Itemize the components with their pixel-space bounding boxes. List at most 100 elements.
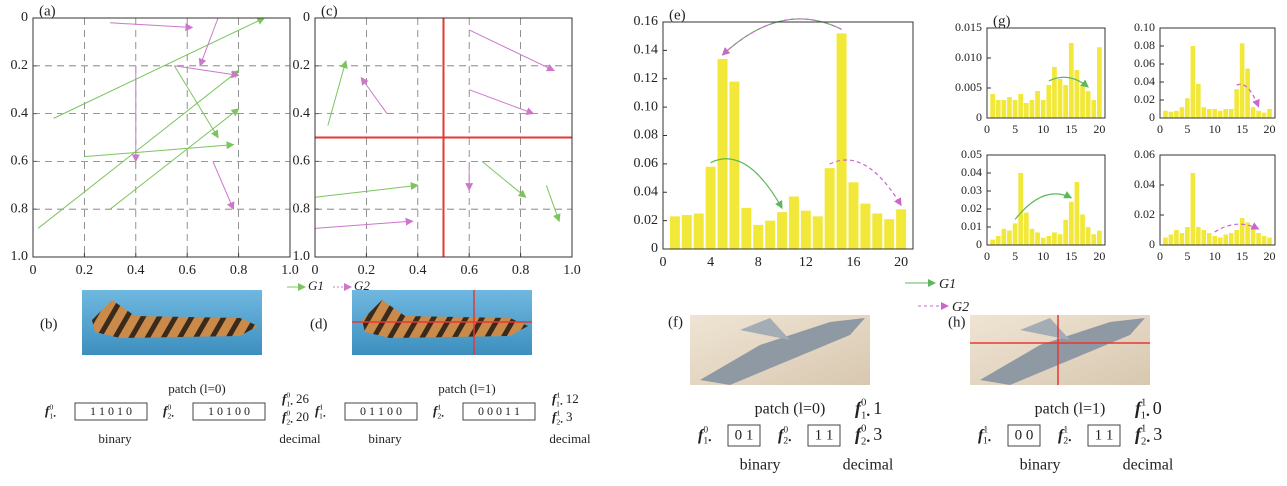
code-symbol: f01•: [45, 402, 56, 420]
bar: [801, 211, 811, 249]
panel-label: (d): [310, 316, 328, 332]
panel-label: (a): [39, 3, 56, 19]
x-tick-label: 15: [1236, 249, 1248, 263]
binary-code: 1 0 1 0 0: [208, 404, 250, 418]
superscript: 0: [861, 397, 866, 409]
vector-arrow: [361, 78, 387, 114]
decimal-value: 3: [566, 409, 573, 424]
bar: [1251, 107, 1256, 118]
panel-label: (g): [993, 13, 1011, 29]
decimal-code: f02•3: [855, 423, 882, 448]
y-tick-label: 0.6: [11, 154, 29, 169]
subscript: 2•: [286, 417, 293, 426]
subscript: 1•: [49, 411, 56, 420]
y-tick-label: 0.02: [961, 201, 982, 215]
subscript: 2•: [1141, 436, 1150, 448]
x-tick-label: 15: [1236, 122, 1248, 136]
y-tick-label: 0.06: [634, 156, 659, 171]
x-tick-label: 1.0: [281, 263, 299, 278]
bar: [1185, 98, 1190, 118]
panel-label: (f): [668, 314, 683, 330]
bar: [1058, 234, 1063, 245]
vector-arrow: [469, 90, 533, 114]
y-tick-label: 0.4: [11, 106, 29, 121]
subscript: 1•: [703, 436, 711, 447]
bar: [1174, 111, 1179, 118]
x-tick-label: 5: [1184, 122, 1190, 136]
binary-label: binary: [368, 431, 402, 446]
vector-arrow: [54, 18, 265, 118]
bar: [1256, 233, 1261, 245]
bar: [1046, 85, 1051, 118]
bar: [694, 214, 704, 249]
bar: [1097, 231, 1102, 245]
superscript: 0: [49, 402, 53, 411]
superscript: 0: [861, 423, 866, 435]
bar: [1207, 233, 1212, 245]
vector-arrow: [213, 161, 234, 209]
bar: [1030, 100, 1035, 118]
bar: [1196, 84, 1201, 118]
x-tick-label: 20: [1093, 122, 1105, 136]
figure: 00.20.40.60.81.000.20.40.60.81.0(a)00.20…: [0, 0, 1287, 486]
code-symbol: f01•: [698, 425, 711, 447]
y-tick-label: 0.04: [1134, 177, 1155, 191]
vector-arrow: [328, 61, 346, 126]
x-tick-label: 20: [1264, 249, 1276, 263]
x-tick-label: 0.2: [358, 263, 376, 278]
bar: [990, 94, 995, 118]
x-tick-label: 8: [755, 255, 762, 270]
y-tick-label: 0.01: [961, 219, 982, 233]
bar: [1212, 236, 1217, 245]
binary-code: 1 1 0 1 0: [90, 404, 132, 418]
y-tick-label: 0: [1149, 110, 1155, 124]
bar: [718, 59, 728, 249]
page: 00.20.40.60.81.000.20.40.60.81.0(a)00.20…: [0, 0, 1287, 486]
subscript: 1•: [1141, 410, 1150, 422]
y-tick-label: 0.015: [955, 20, 982, 34]
decimal-code: f12•3: [1135, 423, 1162, 448]
bar: [1163, 111, 1168, 118]
x-tick-label: 0.4: [409, 263, 427, 278]
bar: [1202, 107, 1207, 118]
bar: [1069, 202, 1074, 245]
x-tick-label: 4: [707, 255, 714, 270]
superscript: 1: [556, 408, 560, 417]
binary-label: binary: [98, 431, 132, 446]
y-tick-label: 0: [303, 10, 310, 25]
x-tick-label: 20: [1264, 122, 1276, 136]
x-tick-label: 5: [1012, 122, 1018, 136]
binary-label: binary: [1020, 457, 1061, 474]
binary-code: 1 1: [815, 427, 834, 443]
bar: [1052, 232, 1057, 245]
binary-code: 1 1: [1095, 427, 1114, 443]
bar: [1196, 227, 1201, 245]
photo-f: [690, 315, 870, 385]
x-tick-label: 10: [1037, 249, 1049, 263]
bar: [837, 33, 847, 249]
bar: [896, 209, 906, 249]
decimal-label: decimal: [1123, 457, 1174, 474]
vector-arrow: [469, 30, 554, 71]
decimal-code: f01•1: [855, 397, 882, 422]
patch-label: patch (l=1): [1035, 401, 1106, 418]
y-tick-label: 0.2: [11, 58, 29, 73]
bar: [1267, 109, 1272, 118]
superscript: 1: [319, 402, 323, 411]
decimal-value: 3: [1153, 424, 1162, 444]
vector-arrow: [546, 185, 559, 221]
bar: [753, 225, 763, 249]
x-tick-label: 12: [799, 255, 813, 270]
decimal-value: 12: [566, 391, 579, 406]
x-tick-label: 0: [984, 122, 990, 136]
superscript: 0: [703, 425, 708, 436]
bar: [789, 197, 799, 249]
bar: [1086, 91, 1091, 118]
subscript: 2•: [167, 411, 174, 420]
subscript: 2•: [1063, 436, 1071, 447]
subscript: 2•: [556, 417, 563, 426]
